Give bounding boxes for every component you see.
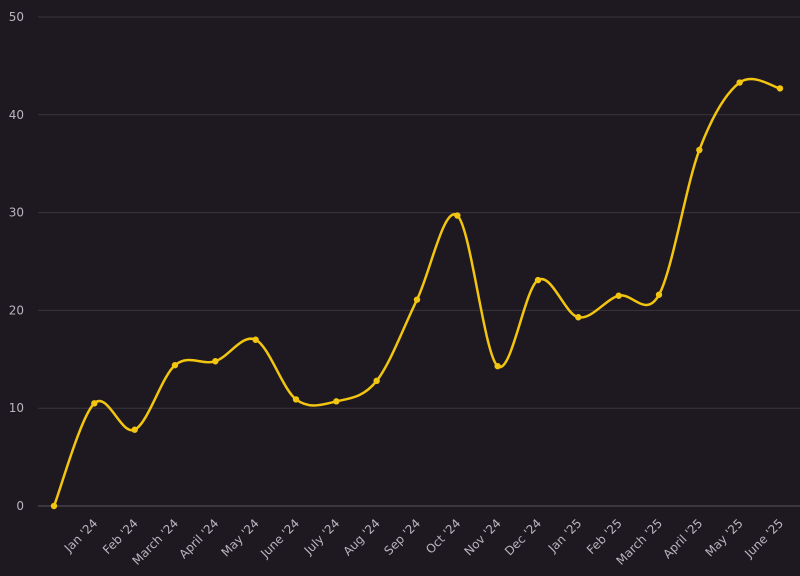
y-axis-tick-labels: 0 10 20 30 40 50	[9, 10, 24, 513]
x-tick-label: Jan '25	[545, 516, 585, 556]
data-point	[454, 212, 461, 219]
y-tick-label: 30	[9, 206, 24, 220]
y-tick-label: 0	[16, 499, 24, 513]
x-tick-label: May '25	[703, 516, 746, 559]
x-tick-label: Sep '24	[381, 516, 423, 558]
data-point	[534, 276, 542, 284]
series-line	[52, 77, 781, 507]
data-point	[696, 146, 703, 154]
x-tick-label: Aug '24	[340, 516, 382, 558]
data-point	[413, 296, 421, 303]
data-point	[333, 398, 340, 405]
data-point	[494, 362, 501, 370]
y-tick-label: 20	[9, 303, 24, 317]
data-point	[575, 314, 582, 321]
x-tick-label: Dec '24	[502, 516, 544, 558]
data-points	[50, 79, 784, 510]
x-tick-label: Oct '24	[423, 516, 463, 556]
y-tick-label: 50	[9, 10, 24, 24]
data-point	[50, 502, 58, 510]
data-point	[655, 291, 663, 298]
x-tick-label: June '24	[257, 516, 302, 561]
x-tick-label: June '25	[741, 516, 786, 561]
x-tick-label: Nov '24	[461, 516, 503, 558]
data-point	[252, 336, 259, 343]
data-point	[615, 292, 622, 299]
x-tick-label: April '24	[176, 516, 221, 561]
x-tick-label: July '24	[301, 516, 343, 558]
grid-lines	[38, 16, 800, 409]
x-tick-label: Jan '24	[61, 516, 101, 556]
y-tick-label: 10	[9, 401, 24, 415]
data-point	[373, 377, 380, 385]
data-point	[736, 79, 743, 86]
y-tick-label: 40	[9, 108, 24, 122]
data-point	[292, 396, 300, 403]
data-point	[776, 85, 784, 92]
data-point	[171, 361, 179, 369]
x-tick-label: Feb '25	[584, 516, 625, 557]
data-point	[212, 358, 219, 365]
data-point	[131, 426, 138, 433]
x-tick-label: May '24	[219, 516, 262, 559]
data-point	[91, 400, 98, 407]
x-tick-label: April '25	[660, 516, 705, 561]
x-tick-label: Feb '24	[100, 516, 141, 557]
